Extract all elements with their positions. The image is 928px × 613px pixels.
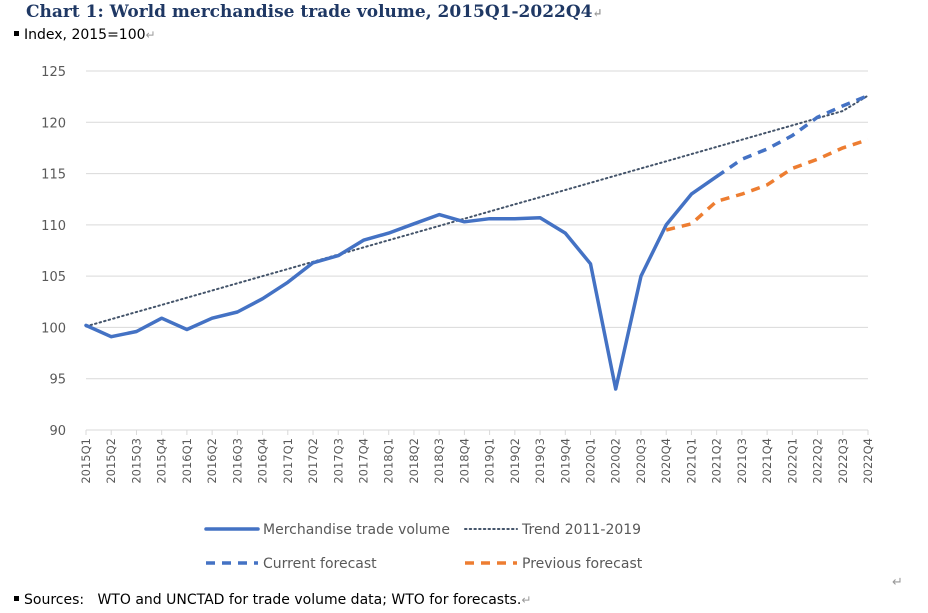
x-tick-label: 2019Q1 bbox=[483, 438, 497, 484]
x-tick-label: 2015Q4 bbox=[155, 438, 169, 484]
x-tick-label: 2017Q4 bbox=[356, 438, 370, 484]
legend-label-1: Trend 2011-2019 bbox=[521, 522, 641, 538]
x-tick-label: 2020Q1 bbox=[584, 438, 598, 484]
x-tick-label: 2016Q3 bbox=[230, 438, 244, 484]
x-tick-label: 2017Q2 bbox=[306, 438, 320, 484]
y-tick-label: 115 bbox=[41, 168, 66, 183]
y-tick-label: 110 bbox=[41, 219, 66, 234]
series-line-1 bbox=[85, 94, 869, 328]
sources-note: Sources: WTO and UNCTAD for trade volume… bbox=[14, 592, 531, 608]
y-tick-label: 95 bbox=[49, 373, 66, 388]
y-tick-label: 100 bbox=[41, 321, 66, 336]
x-tick-label: 2019Q4 bbox=[558, 438, 572, 484]
x-tick-label: 2015Q3 bbox=[129, 438, 143, 484]
x-tick-label: 2017Q3 bbox=[331, 438, 345, 484]
x-tick-label: 2021Q1 bbox=[684, 438, 698, 484]
x-tick-label: 2022Q3 bbox=[836, 438, 850, 484]
x-tick-label: 2018Q2 bbox=[407, 438, 421, 484]
y-tick-label: 90 bbox=[49, 424, 66, 439]
y-tick-label: 120 bbox=[41, 116, 66, 131]
x-tick-label: 2018Q1 bbox=[382, 438, 396, 484]
x-tick-label: 2019Q2 bbox=[508, 438, 522, 484]
x-tick-label: 2016Q2 bbox=[205, 438, 219, 484]
y-axis-ticks: 90 95 100 105 110 115 120 125 bbox=[41, 65, 66, 439]
x-tick-label: 2016Q1 bbox=[180, 438, 194, 484]
x-tick-label: 2021Q2 bbox=[710, 438, 724, 484]
x-axis-ticks: 2015Q1 2015Q2 2015Q3 2015Q4 2016Q1 2016Q2 2016… bbox=[79, 430, 875, 484]
series-line-3 bbox=[665, 138, 869, 232]
x-tick-label: 2020Q4 bbox=[659, 438, 673, 484]
x-tick-label: 2021Q3 bbox=[735, 438, 749, 484]
x-tick-label: 2018Q4 bbox=[457, 438, 471, 484]
x-tick-label: 2021Q4 bbox=[760, 438, 774, 484]
legend: Merchandise trade volume Trend 2011-2019 C… bbox=[204, 522, 643, 572]
x-tick-label: 2022Q1 bbox=[785, 438, 799, 484]
x-tick-label: 2020Q3 bbox=[634, 438, 648, 484]
series-line-0 bbox=[84, 174, 719, 391]
return-mark: ↵ bbox=[892, 575, 903, 590]
x-tick-label: 2015Q1 bbox=[79, 438, 93, 484]
bullet-icon bbox=[14, 595, 19, 601]
x-tick-label: 2022Q4 bbox=[861, 438, 875, 484]
x-tick-label: 2020Q2 bbox=[609, 438, 623, 484]
legend-label-0: Merchandise trade volume bbox=[263, 522, 450, 538]
chart-title: Chart 1: World merchandise trade volume,… bbox=[26, 2, 603, 22]
x-tick-label: 2016Q4 bbox=[256, 438, 270, 484]
series-lines bbox=[84, 93, 869, 391]
x-tick-label: 2022Q2 bbox=[811, 438, 825, 484]
chart-subtitle: Index, 2015=100↵ bbox=[14, 27, 156, 43]
x-tick-label: 2017Q1 bbox=[281, 438, 295, 484]
bullet-icon bbox=[14, 30, 19, 36]
y-tick-label: 105 bbox=[41, 270, 66, 285]
x-tick-label: 2018Q3 bbox=[432, 438, 446, 484]
series-line-2 bbox=[715, 93, 869, 179]
legend-label-3: Previous forecast bbox=[522, 556, 643, 572]
x-tick-label: 2019Q3 bbox=[533, 438, 547, 484]
y-tick-label: 125 bbox=[41, 65, 66, 80]
x-tick-label: 2015Q2 bbox=[104, 438, 118, 484]
legend-label-2: Current forecast bbox=[263, 556, 377, 572]
grid-lines bbox=[86, 70, 868, 431]
